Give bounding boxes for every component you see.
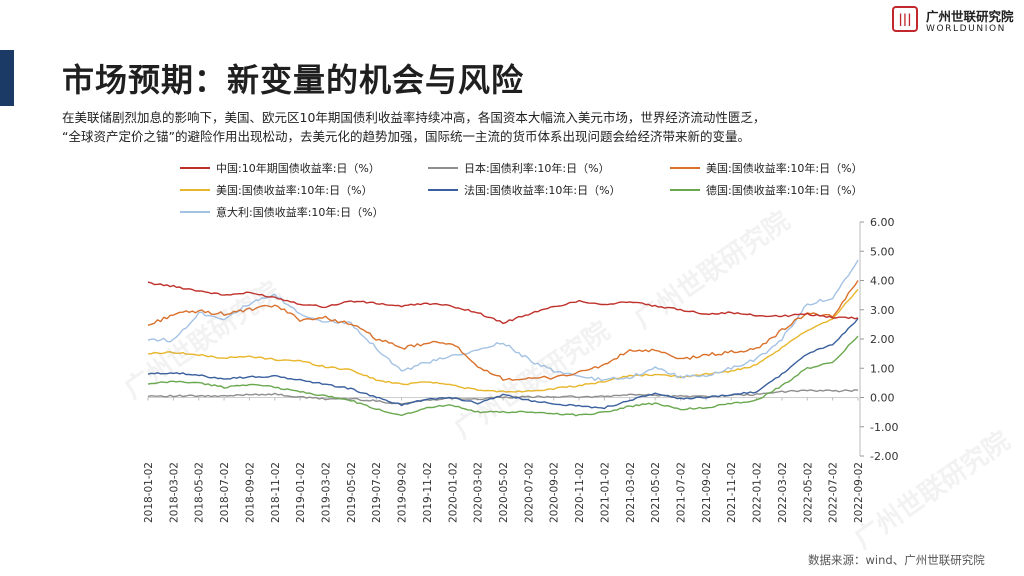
legend-swatch: [428, 167, 458, 169]
paragraph-line-2: “全球资产定价之锚”的避险作用出现松动，去美元化的趋势加强，国际统一主流的货币体…: [62, 129, 750, 144]
y-tick-label: 2.00: [870, 333, 895, 346]
legend-label: 美国:国债收益率:10年:日（%）: [216, 184, 373, 197]
paragraph-line-1: 在美联储剧烈加息的影响下，美国、欧元区10年期国债利收益率持续冲高，各国资本大幅…: [62, 110, 766, 125]
title-accent-bar: [0, 50, 14, 106]
y-tick-label: 6.00: [870, 216, 895, 229]
legend-label: 法国:国债收益率:10年:日（%）: [464, 184, 621, 197]
x-tick-label: 2018-11-02: [270, 462, 282, 523]
series-line-2: [147, 280, 859, 381]
x-tick-label: 2021-09-02: [701, 462, 713, 523]
x-tick-label: 2022-03-02: [777, 462, 789, 523]
series-line-0: [147, 281, 859, 325]
x-tick-label: 2018-01-02: [143, 462, 155, 523]
legend-label: 德国:国债收益率:10年:日（%）: [706, 184, 863, 197]
x-tick-label: 2020-01-02: [447, 462, 459, 523]
data-source: 数据来源：wind、广州世联研究院: [808, 553, 985, 567]
x-tick-label: 2021-11-02: [726, 462, 738, 523]
x-tick-label: 2019-09-02: [397, 462, 409, 523]
legend-item-france: 法国:国债收益率:10年:日（%）: [428, 182, 621, 198]
legend-item-italy: 意大利:国债收益率:10年:日（%）: [180, 204, 384, 220]
x-tick-label: 2019-01-02: [295, 462, 307, 523]
legend-swatch: [670, 189, 700, 191]
series-line-6: [147, 259, 859, 382]
x-tick-label: 2020-03-02: [473, 462, 485, 523]
legend-label: 日本:国债利率:10年:日（%）: [464, 162, 610, 175]
legend-item-germany: 德国:国债收益率:10年:日（%）: [670, 182, 863, 198]
legend-label: 中国:10年期国债收益率:日（%）: [216, 162, 380, 175]
legend-swatch: [428, 189, 458, 191]
x-tick-label: 2022-09-02: [853, 462, 865, 523]
y-tick-label: 0.00: [870, 392, 895, 405]
legend-item-us-yellow: 美国:国债收益率:10年:日（%）: [180, 182, 373, 198]
intro-paragraph: 在美联储剧烈加息的影响下，美国、欧元区10年期国债利收益率持续冲高，各国资本大幅…: [62, 108, 992, 146]
x-tick-label: 2022-01-02: [752, 462, 764, 523]
x-tick-label: 2019-03-02: [321, 462, 333, 523]
legend-label: 美国:国债收益率:10年:日（%）: [706, 162, 863, 175]
x-tick-label: 2018-07-02: [219, 462, 231, 523]
legend-label: 意大利:国债收益率:10年:日（%）: [216, 206, 384, 219]
legend-swatch: [670, 167, 700, 169]
x-tick-label: 2021-07-02: [676, 462, 688, 523]
x-tick-label: 2018-03-02: [168, 462, 180, 523]
x-tick-label: 2020-05-02: [498, 462, 510, 523]
series-line-3: [148, 288, 859, 393]
y-tick-label: 3.00: [870, 304, 895, 317]
x-tick-label: 2018-09-02: [244, 462, 256, 523]
legend-swatch: [180, 189, 210, 191]
x-tick-label: 2020-09-02: [549, 462, 561, 523]
x-tick-label: 2018-05-02: [194, 462, 206, 523]
legend-swatch: [180, 167, 210, 169]
series-line-4: [147, 318, 859, 410]
legend-item-china: 中国:10年期国债收益率:日（%）: [180, 160, 380, 176]
legend-swatch: [180, 211, 210, 213]
x-tick-label: 2019-11-02: [422, 462, 434, 523]
legend-item-us-orange: 美国:国债收益率:10年:日（%）: [670, 160, 863, 176]
brand-logo: ||| 广州世联研究院 WORLDUNION: [888, 4, 1024, 40]
logo-name-en: WORLDUNION: [926, 24, 1006, 34]
y-tick-label: -1.00: [870, 421, 898, 434]
y-tick-label: 5.00: [870, 245, 895, 258]
x-tick-label: 2019-07-02: [371, 462, 383, 523]
series-line-5: [147, 335, 859, 417]
x-tick-label: 2019-05-02: [346, 462, 358, 523]
page-title: 市场预期：新变量的机会与风险: [62, 61, 525, 99]
x-tick-label: 2022-05-02: [802, 462, 814, 523]
legend-item-japan: 日本:国债利率:10年:日（%）: [428, 160, 610, 176]
x-tick-label: 2020-11-02: [574, 462, 586, 523]
y-tick-label: 4.00: [870, 275, 895, 288]
x-tick-label: 2022-07-02: [828, 462, 840, 523]
logo-icon: |||: [892, 6, 918, 32]
y-tick-label: -2.00: [870, 450, 898, 463]
x-tick-label: 2021-03-02: [625, 462, 637, 523]
x-tick-label: 2021-01-02: [599, 462, 611, 523]
logo-name-cn: 广州世联研究院: [926, 9, 1014, 24]
chart-legend: 中国:10年期国债收益率:日（%） 日本:国债利率:10年:日（%） 美国:国债…: [150, 160, 890, 220]
x-tick-label: 2020-07-02: [523, 462, 535, 523]
x-tick-label: 2021-05-02: [650, 462, 662, 523]
y-tick-label: 1.00: [870, 362, 895, 375]
